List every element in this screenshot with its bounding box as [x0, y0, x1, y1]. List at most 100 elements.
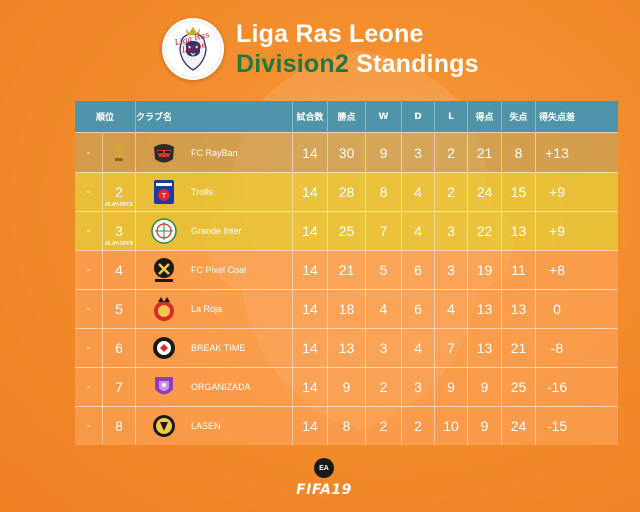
trend-cell: - [75, 329, 103, 367]
trend-indicator: - [86, 264, 91, 276]
col-won: W [366, 101, 402, 132]
header: Liga Ras Leone Liga Ras Leone Division2 … [160, 14, 520, 86]
trend-cell: - [75, 212, 103, 250]
goal-diff-cell: -16 [546, 379, 568, 395]
position-cell: 5 [103, 290, 136, 328]
club-name: ORGANIZADA [191, 382, 251, 392]
goals-against-cell: 13 [502, 290, 536, 328]
club-cell: FC Pixel Coal [136, 251, 293, 289]
points-cell: 30 [328, 133, 366, 172]
goals-against-cell: 21 [502, 329, 536, 367]
played-cell: 14 [293, 368, 328, 406]
trend-cell: - [75, 368, 103, 406]
position-number: 4 [115, 262, 123, 278]
drawn-cell: 4 [402, 212, 435, 250]
raybn-icon [154, 143, 174, 162]
won-cell: 7 [366, 212, 402, 250]
lost-cell: 3 [435, 251, 468, 289]
goals-for-cell: 22 [468, 212, 502, 250]
position-number: 6 [115, 340, 123, 356]
trolls-icon: T [154, 180, 174, 204]
lost-cell: 2 [435, 173, 468, 211]
table-row: -6 BREAK TIME 14 13 3 4 7 13 21 -8 [75, 328, 618, 367]
champion-trophy [103, 133, 136, 172]
goals-for-cell: 13 [468, 329, 502, 367]
drawn-cell: 6 [402, 290, 435, 328]
lost-cell: 3 [435, 212, 468, 250]
playoff-tag: PLAY-OFFS [105, 241, 133, 247]
col-goals-against: 失点 [502, 101, 536, 132]
club-cell: ORGANIZADA [136, 368, 293, 406]
drawn-cell: 3 [402, 368, 435, 406]
lost-cell: 7 [435, 329, 468, 367]
points-cell: 25 [328, 212, 366, 250]
table-row: -5 La Roja 14 18 4 6 4 13 13 0 [75, 289, 618, 328]
col-lost: L [435, 101, 468, 132]
points-cell: 9 [328, 368, 366, 406]
won-cell: 8 [366, 173, 402, 211]
position-number: 3 [115, 223, 123, 239]
club-name: FC Pixel Coal [191, 265, 247, 275]
goal-diff-cell: 0 [553, 301, 561, 317]
position-cell: 6 [103, 329, 136, 367]
goals-against-cell: 8 [502, 133, 536, 172]
col-played: 試合数 [293, 101, 328, 132]
points-cell: 21 [328, 251, 366, 289]
trend-cell: - [75, 251, 103, 289]
page-subtitle: Division2 Standings [236, 50, 479, 79]
drawn-cell: 2 [402, 407, 435, 445]
club-name: BREAK TIME [191, 343, 246, 353]
position-number: 7 [115, 379, 123, 395]
goal-diff-cell: +8 [549, 262, 565, 278]
goal-diff-cell: -8 [550, 340, 564, 356]
fifa-logo: EA FIFA19 [288, 458, 360, 504]
played-cell: 14 [293, 290, 328, 328]
goals-against-cell: 25 [502, 368, 536, 406]
trend-cell: - [75, 407, 103, 445]
position-cell: 2 PLAY-OFFS [103, 173, 136, 211]
won-cell: 2 [366, 407, 402, 445]
points-cell: 8 [328, 407, 366, 445]
drawn-cell: 4 [402, 329, 435, 367]
trend-indicator: - [86, 186, 91, 198]
goal-diff-cell: +9 [549, 223, 565, 239]
goals-for-cell: 9 [468, 368, 502, 406]
col-drawn: D [402, 101, 435, 132]
lost-cell: 9 [435, 368, 468, 406]
col-goal-diff: 得失点差 [538, 113, 575, 123]
table-row: -2 PLAY-OFFS T Trolls 14 28 8 4 2 24 15 +9 [75, 172, 618, 211]
position-number: 5 [115, 301, 123, 317]
lost-cell: 4 [435, 290, 468, 328]
won-cell: 4 [366, 290, 402, 328]
league-logo: Liga Ras Leone [162, 18, 224, 80]
lost-cell: 2 [435, 133, 468, 172]
position-cell: 8 [103, 407, 136, 445]
club-name: Trolls [191, 187, 213, 197]
points-cell: 18 [328, 290, 366, 328]
playoff-tag: PLAY-OFFS [105, 202, 133, 208]
trend-indicator: - [86, 381, 91, 393]
goals-for-cell: 13 [468, 290, 502, 328]
trend-indicator: - [86, 146, 91, 159]
table-row: - 4 FC Pixel Coal 14 21 5 6 3 19 11 +8 [75, 250, 618, 289]
goals-against-cell: 24 [502, 407, 536, 445]
position-number: 8 [115, 418, 123, 434]
table-row: -3 PLAY-OFFS Grande Inter 14 25 7 4 3 22 13 +9 [75, 211, 618, 250]
table-row: -7 ORGANIZADA 14 9 2 3 9 9 25 -16 [75, 367, 618, 406]
trend-cell: - [75, 290, 103, 328]
drawn-cell: 6 [402, 251, 435, 289]
trend-cell: - [75, 173, 103, 211]
club-cell: T Trolls [136, 173, 293, 211]
col-points: 勝点 [328, 101, 366, 132]
goals-against-cell: 15 [502, 173, 536, 211]
position-cell: 7 [103, 368, 136, 406]
standings-table: 順位 クラブ名 試合数 勝点 W D L 得点 失点 得失点差 - FC RayB… [75, 101, 618, 445]
drawn-cell: 4 [402, 173, 435, 211]
position-cell: 4 [103, 251, 136, 289]
la-roja-icon [154, 297, 174, 321]
trend-indicator: - [86, 420, 91, 432]
break-time-icon [153, 337, 175, 359]
goals-for-cell: 19 [468, 251, 502, 289]
position-number: 2 [115, 184, 123, 200]
grande-inter-icon [151, 218, 177, 244]
